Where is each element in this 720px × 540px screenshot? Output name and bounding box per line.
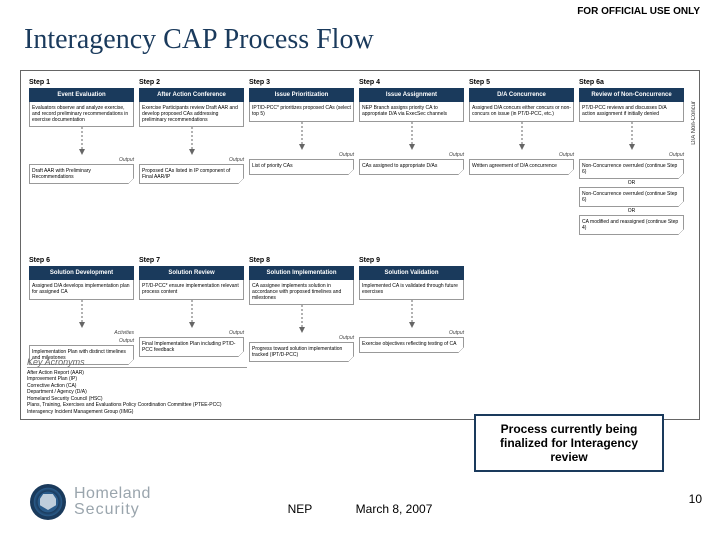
page-number: 10 [689,492,702,506]
output-box: Progress toward solution implementation … [249,342,354,362]
flow-step: Step 4 Issue AssignmentNEP Branch assigns… [359,79,464,175]
arrow-down-icon [579,122,684,150]
step-header: After Action Conference [139,88,244,102]
arrow-down-icon [469,122,574,150]
output-or: OR [579,180,684,186]
step-label: Step 6a [579,79,684,86]
arrow-down-icon [139,300,244,328]
output-box: Non-Concurrence overruled (continue Step… [579,187,684,207]
step-header: Issue Prioritization [249,88,354,102]
step-body: PT/D-PCC reviews and discusses D/A actio… [579,102,684,122]
output-label: Output [29,157,134,163]
output-box: Non-Concurrence overruled (continue Step… [579,159,684,179]
step-header: Issue Assignment [359,88,464,102]
page-title: Interagency CAP Process Flow [24,24,374,56]
step-label: Step 3 [249,79,354,86]
output-label: Output [359,152,464,158]
output-label: Output [249,152,354,158]
step-body: Exercise Participants review Draft AAR a… [139,102,244,127]
step-header: Solution Validation [359,266,464,280]
output-box: Exercise objectives reflecting testing o… [359,337,464,353]
arrow-down-icon [29,300,134,328]
arrow-down-icon [249,305,354,333]
arrow-down-icon [359,300,464,328]
step-label: Step 6 [29,257,134,264]
step-body: CA assignee implements solution in accor… [249,280,354,305]
status-callout: Process currently being finalized for In… [474,414,664,472]
key-acronym-item: Plans, Training, Exercises and Evaluatio… [27,402,247,409]
key-acronyms: Key Acronyms After Action Report (AAR)Im… [27,357,247,416]
step-body: IPT/D-PCC* prioritizes proposed CAs (sel… [249,102,354,122]
output-label: Output [139,157,244,163]
output-box: Written agreement of D/A concurrence [469,159,574,175]
arrow-down-icon [359,122,464,150]
step-header: Solution Review [139,266,244,280]
flow-step: Step 7 Solution ReviewPT/D-PCC* ensure im… [139,257,244,357]
step-label: Step 5 [469,79,574,86]
arrow-down-icon [139,127,244,155]
step-body: Assigned D/A concurs either concurs or n… [469,102,574,122]
arrow-down-icon [29,127,134,155]
flow-step: Step 9 Solution ValidationImplemented CA … [359,257,464,353]
key-acronym-item: Interagency Incident Management Group (I… [27,409,247,416]
flow-step: Step 2 After Action ConferenceExercise Pa… [139,79,244,184]
footer-date: March 8, 2007 [356,502,433,516]
output-label: Output [249,335,354,341]
step-label: Step 4 [359,79,464,86]
step-label: Step 7 [139,257,244,264]
flow-step: Step 5 D/A ConcurrenceAssigned D/A concur… [469,79,574,175]
output-label: Output [29,338,134,344]
flow-step: Step 6 Solution DevelopmentAssigned D/A d… [29,257,134,365]
step-label: Step 1 [29,79,134,86]
step-body: Assigned D/A develops implementation pla… [29,280,134,300]
output-label: Output [579,152,684,158]
flow-step: Step 8 Solution ImplementationCA assignee… [249,257,354,362]
key-acronyms-list: After Action Report (AAR)Improvement Pla… [27,370,247,416]
flowchart: D/A Non-Concur Step 1 Event EvaluationEva… [20,70,700,420]
footer-program: NEP [288,502,313,516]
key-acronyms-title: Key Acronyms [27,357,247,368]
arrow-down-icon [249,122,354,150]
step-label: Step 8 [249,257,354,264]
output-label: Output [359,330,464,336]
flow-step: Step 3 Issue PrioritizationIPT/D-PCC* pri… [249,79,354,175]
classification-banner: FOR OFFICIAL USE ONLY [0,6,700,17]
output-box: Draft AAR with Preliminary Recommendatio… [29,164,134,184]
output-or: OR [579,208,684,214]
side-label-nonconcur: D/A Non-Concur [691,101,697,145]
activities-label: Activities [29,330,134,336]
step-body: NEP Branch assigns priority CA to approp… [359,102,464,122]
flow-step: Step 6a Review of Non-ConcurrencePT/D-PCC… [579,79,684,235]
output-box: List of priority CAs [249,159,354,175]
output-box: CA modified and reassigned (continue Ste… [579,215,684,235]
footer: NEP March 8, 2007 [0,502,720,516]
step-header: Event Evaluation [29,88,134,102]
step-body: Evaluators observe and analyze exercise,… [29,102,134,127]
step-label: Step 2 [139,79,244,86]
step-body: PT/D-PCC* ensure implementation relevant… [139,280,244,300]
step-header: Review of Non-Concurrence [579,88,684,102]
output-box: CAs assigned to appropriate D/As [359,159,464,175]
output-label: Output [469,152,574,158]
step-label: Step 9 [359,257,464,264]
flow-step: Step 1 Event EvaluationEvaluators observe… [29,79,134,184]
logo-line1: Homeland [74,486,151,502]
step-header: D/A Concurrence [469,88,574,102]
output-box: Final Implementation Plan including PT/D… [139,337,244,357]
output-box: Proposed CAs listed in IP component of F… [139,164,244,184]
output-label: Output [139,330,244,336]
step-header: Solution Development [29,266,134,280]
step-header: Solution Implementation [249,266,354,280]
step-body: Implemented CA is validated through futu… [359,280,464,300]
